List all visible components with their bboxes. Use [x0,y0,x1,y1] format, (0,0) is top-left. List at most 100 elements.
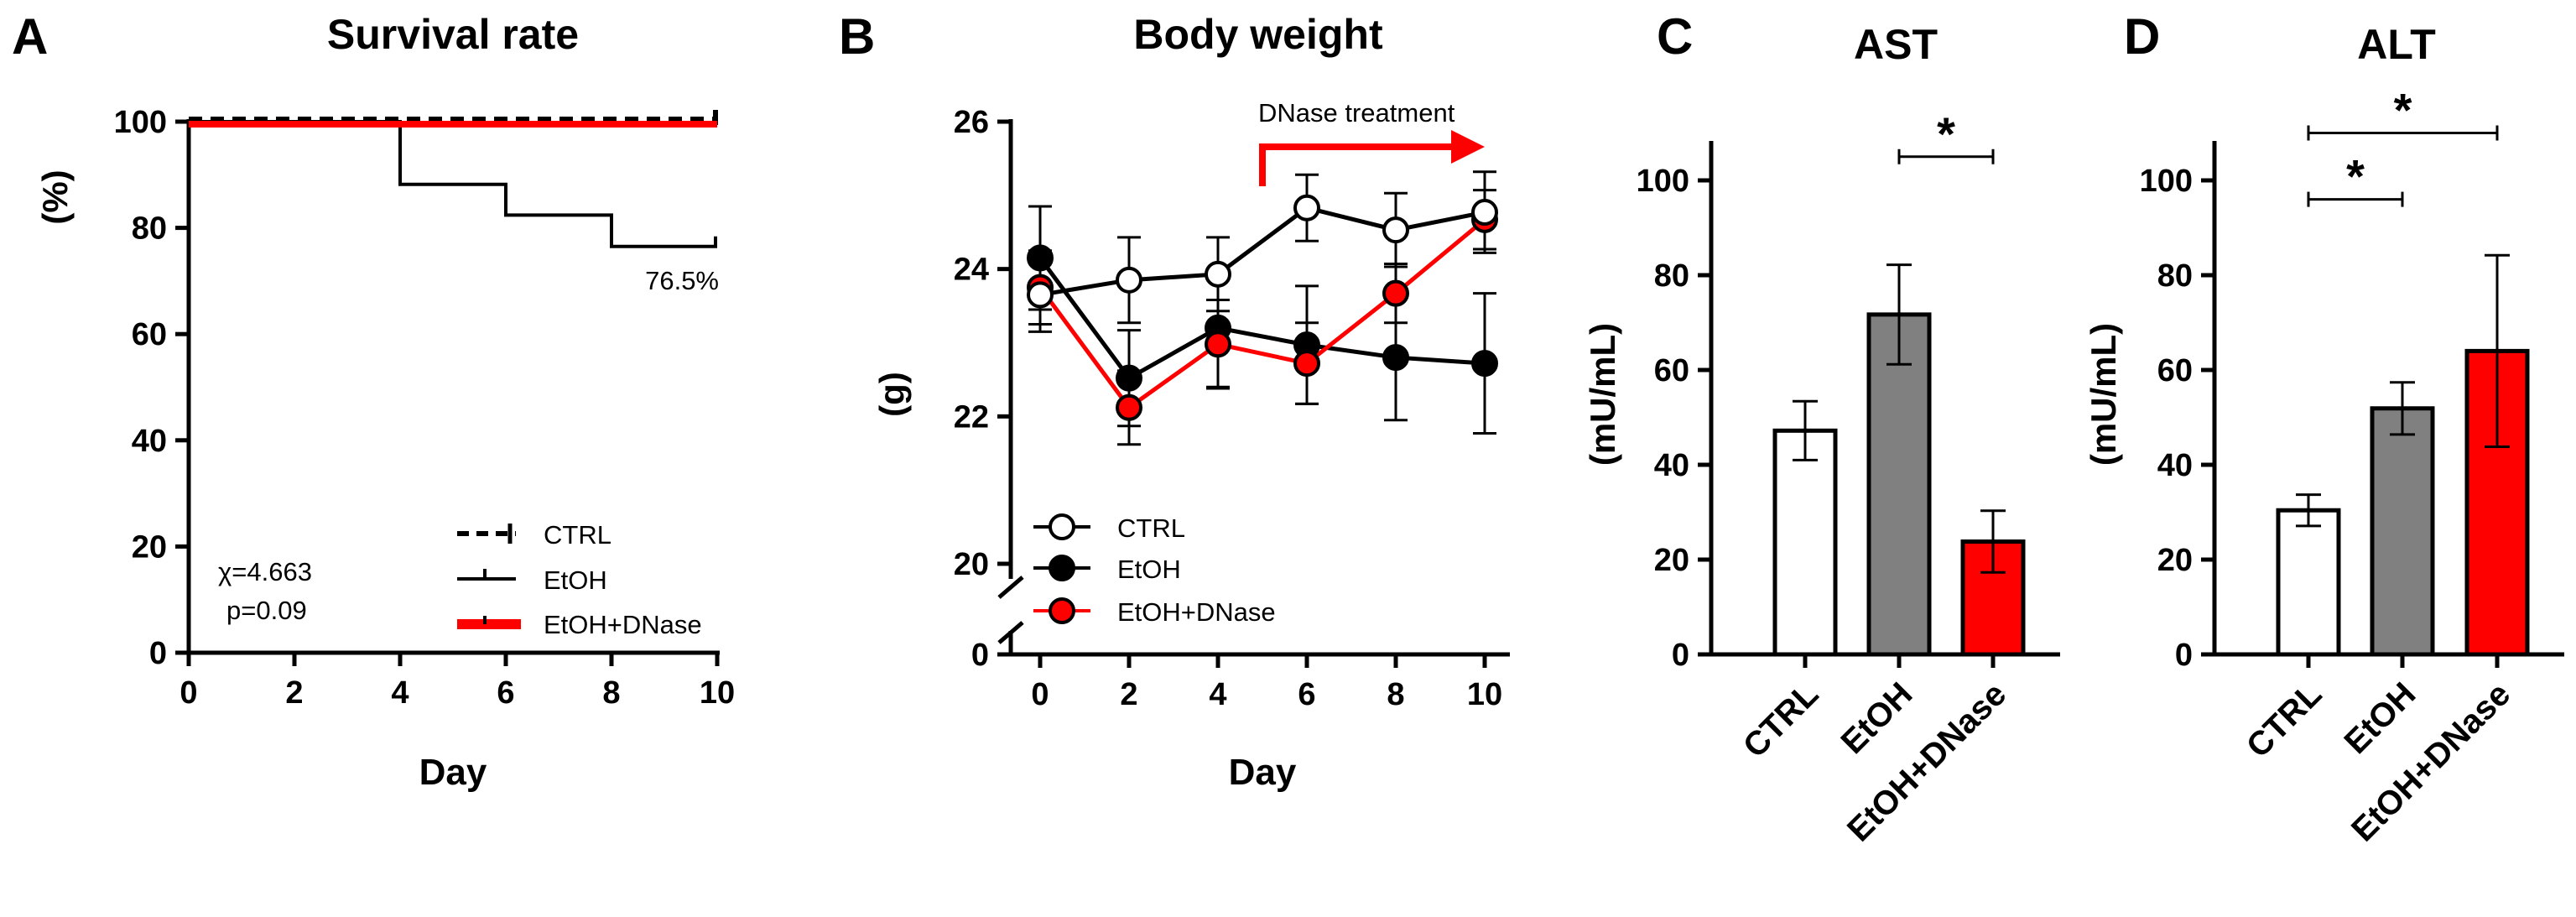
legend-etoh-dnase-marker [1049,597,1075,624]
y-tick-label: 40 [2157,448,2193,483]
treatment-arrow-head [1451,130,1485,164]
panel-d-label: D [2124,8,2160,65]
y-tick-label: 20 [1654,543,1689,578]
x-tick-label: 6 [1298,677,1315,712]
x-tick-label: 10 [700,675,735,711]
panel-a-title: Survival rate [327,11,579,58]
y-tick-label: 0 [2175,638,2193,673]
panel-a-chi-square: χ=4.663 [218,557,312,586]
panel-a-p-value: p=0.09 [226,596,307,625]
point-ctrl [1293,194,1320,221]
y-tick-label: 100 [114,105,167,140]
y-tick-label: 100 [1637,164,1689,199]
ast-category-label: EtOH [1834,675,1920,761]
y-tick-label: 100 [2140,164,2193,199]
y-tick-label: 26 [954,105,989,140]
y-tick-label: 24 [954,253,989,288]
y-tick-label: 80 [1654,258,1689,294]
series-etoh-line [189,120,717,248]
x-tick-label: 10 [1467,677,1502,712]
y-tick-label: 22 [954,399,989,435]
point-etoh [1027,244,1054,272]
legend-etoh-marker [1049,555,1075,581]
point-etoh [1471,350,1498,378]
x-tick-label: 2 [285,675,303,711]
y-tick-label: 0 [971,638,989,673]
y-tick-label: 0 [1672,638,1689,673]
point-etoh-dnase [1116,393,1142,421]
legend-etoh-dnase-label: EtOH+DNase [1117,597,1276,627]
panel-a-legend: CTRL EtOH EtOH+DNase [457,520,702,639]
y-tick-label: 60 [132,317,167,352]
panel-d-y-label: (mU/mL) [2084,323,2123,466]
y-tick-label: 60 [2157,353,2193,388]
point-etoh [1116,364,1142,392]
treatment-label: DNase treatment [1258,98,1455,128]
alt-significance-star: * [2394,84,2412,137]
ast-significance-star: * [1937,107,1955,160]
alt-category-label: EtOH [2338,675,2423,761]
ast-bar-ctrl [1772,428,1838,657]
ast-bar-etoh [1866,312,1932,657]
alt-category-label: CTRL [2240,675,2329,765]
x-tick-label: 8 [1387,677,1404,712]
x-tick-label: 8 [602,675,620,711]
legend-etoh-label: EtOH [544,565,607,595]
panel-b-y-label: (g) [872,372,912,417]
alt-significance-star: * [2346,150,2365,203]
panel-a-label: A [12,8,48,65]
y-tick-label: 20 [954,547,989,582]
series-etoh-line [1038,257,1486,381]
panel-b-label: B [839,8,875,65]
legend-etoh-dnase-label: EtOH+DNase [544,610,702,639]
point-etoh-dnase [1205,331,1231,358]
panel-a-axes: 0 20 40 60 80 100 0 2 4 6 8 10 [114,105,736,711]
legend-ctrl-marker [1049,513,1075,540]
panel-b-title: Body weight [1133,11,1383,58]
point-etoh [1382,344,1409,372]
panel-a-end-value: 76.5% [645,266,719,295]
y-tick-label: 20 [132,529,167,565]
panel-b-x-label: Day [1229,752,1297,793]
point-etoh-dnase [1382,279,1409,307]
panel-c-title: AST [1854,21,1938,68]
legend-ctrl-label: CTRL [544,520,611,550]
y-tick-label: 80 [2157,258,2193,294]
y-tick-label: 40 [1654,448,1689,483]
ast-category-label: CTRL [1736,675,1826,765]
panel-b-series [1027,170,1498,446]
series-ctrl-line [1039,206,1486,297]
treatment-arrow [1259,130,1485,186]
point-ctrl [1116,266,1142,294]
treatment-arrow-line [1259,143,1455,186]
x-tick-label: 4 [1209,677,1226,712]
y-tick-label: 0 [149,636,167,671]
panel-a-series [189,110,718,248]
point-ctrl [1382,216,1409,244]
panel-d-bars: ** [2276,84,2530,657]
panel-b-legend: CTRL EtOH EtOH+DNase [1033,513,1276,627]
point-ctrl [1027,281,1054,309]
x-tick-label: 0 [1031,677,1049,712]
y-tick-label: 60 [1654,353,1689,388]
y-tick-label: 40 [132,424,167,459]
point-ctrl [1471,199,1498,227]
panel-c-y-label: (mU/mL) [1583,323,1622,466]
x-tick-label: 4 [391,675,409,711]
x-tick-label: 2 [1120,677,1137,712]
panel-c-label: C [1657,8,1693,65]
legend-ctrl-label: CTRL [1117,513,1185,543]
x-tick-label: 0 [180,675,197,711]
panel-c-bars: * [1772,107,2026,657]
panel-a: A Survival rate (%) Day 0 20 40 60 80 100 0 2 4 6… [12,8,735,793]
y-tick-label: 80 [132,211,167,247]
legend-etoh-label: EtOH [1117,555,1181,584]
x-tick-label: 6 [497,675,514,711]
alt-bar-ctrl [2276,508,2341,657]
